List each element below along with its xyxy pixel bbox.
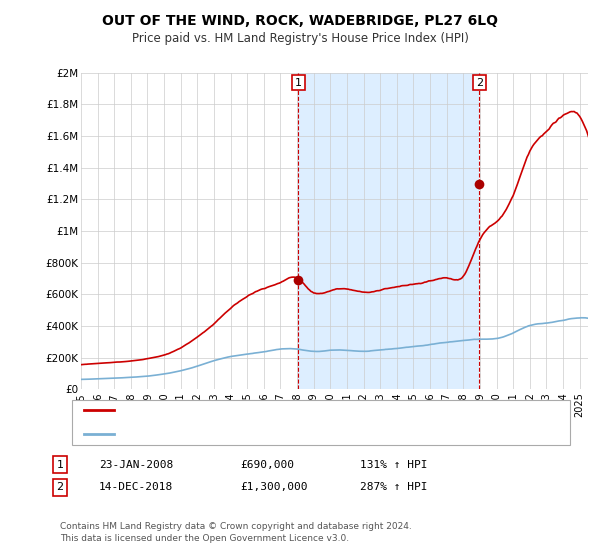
Text: 287% ↑ HPI: 287% ↑ HPI: [360, 482, 427, 492]
Text: 23-JAN-2008: 23-JAN-2008: [99, 460, 173, 470]
Text: 131% ↑ HPI: 131% ↑ HPI: [360, 460, 427, 470]
Bar: [298, 73, 479, 389]
Text: Contains HM Land Registry data © Crown copyright and database right 2024.
This d: Contains HM Land Registry data © Crown c…: [60, 522, 412, 543]
Text: £690,000: £690,000: [240, 460, 294, 470]
Text: Price paid vs. HM Land Registry's House Price Index (HPI): Price paid vs. HM Land Registry's House …: [131, 32, 469, 45]
Text: OUT OF THE WIND, ROCK, WADEBRIDGE, PL27 6LQ (detached house): OUT OF THE WIND, ROCK, WADEBRIDGE, PL27 …: [123, 405, 483, 415]
Text: £1,300,000: £1,300,000: [240, 482, 308, 492]
Text: 14-DEC-2018: 14-DEC-2018: [99, 482, 173, 492]
Text: 2: 2: [476, 77, 483, 87]
Text: HPI: Average price, detached house, Cornwall: HPI: Average price, detached house, Corn…: [123, 429, 361, 439]
Text: OUT OF THE WIND, ROCK, WADEBRIDGE, PL27 6LQ: OUT OF THE WIND, ROCK, WADEBRIDGE, PL27 …: [102, 14, 498, 28]
Text: 1: 1: [56, 460, 64, 470]
Text: 2: 2: [56, 482, 64, 492]
Text: 1: 1: [295, 77, 302, 87]
